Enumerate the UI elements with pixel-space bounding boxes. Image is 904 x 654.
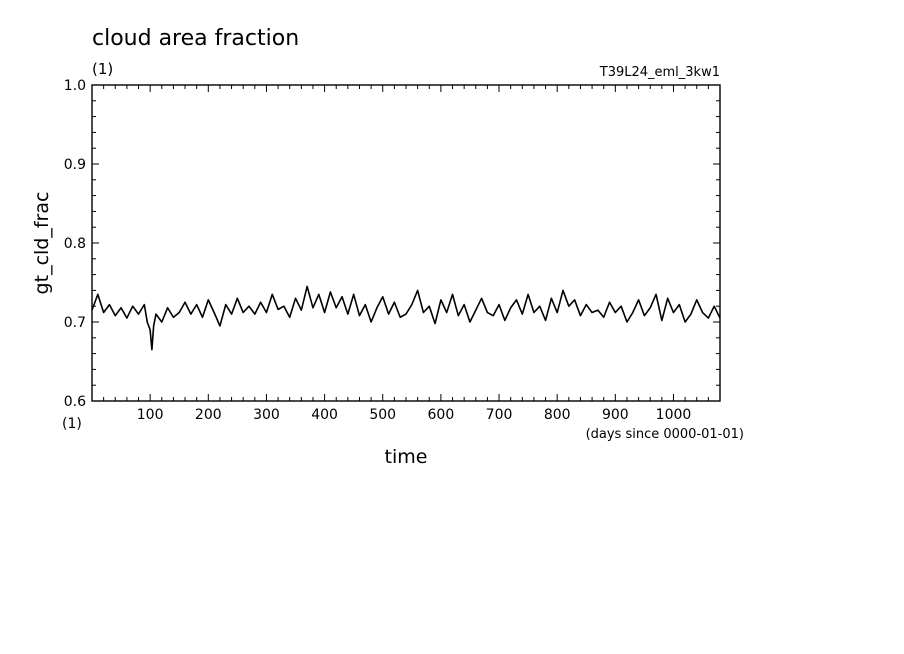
y-tick-label: 0.8 — [64, 236, 86, 252]
y-tick-label: 1.0 — [64, 78, 86, 94]
y-axis-label: gt_cld_frac — [31, 192, 53, 295]
title-units: (1) — [92, 60, 113, 78]
x-axis-units: (days since 0000-01-01) — [586, 427, 744, 442]
series-line — [91, 285, 721, 351]
x-tick-label: 800 — [544, 407, 571, 423]
y-tick-label: 0.7 — [64, 315, 86, 331]
x-tick-label: 400 — [311, 407, 338, 423]
x-tick-labels: 100 200 300 400 500 600 700 800 900 1000 — [137, 407, 692, 423]
chart-title: cloud area fraction — [92, 26, 299, 51]
x-tick-label: 500 — [369, 407, 396, 423]
x-tick-label: 200 — [195, 407, 222, 423]
x-tick-label: 700 — [486, 407, 513, 423]
x-axis-label: time — [385, 446, 428, 468]
run-name: T39L24_eml_3kw1 — [599, 65, 720, 80]
y-tick-labels: 0.6 0.7 0.8 0.9 1.0 — [64, 78, 86, 410]
y-axis-units: (1) — [62, 416, 82, 432]
x-tick-label: 900 — [602, 407, 629, 423]
y-tick-label: 0.6 — [64, 394, 86, 410]
x-tick-label: 100 — [137, 407, 164, 423]
plot-frame — [91, 84, 721, 402]
x-tick-label: 600 — [428, 407, 455, 423]
y-tick-label: 0.9 — [64, 157, 86, 173]
x-tick-label: 1000 — [656, 407, 692, 423]
x-tick-label: 300 — [253, 407, 280, 423]
axis-ticks — [92, 85, 720, 401]
